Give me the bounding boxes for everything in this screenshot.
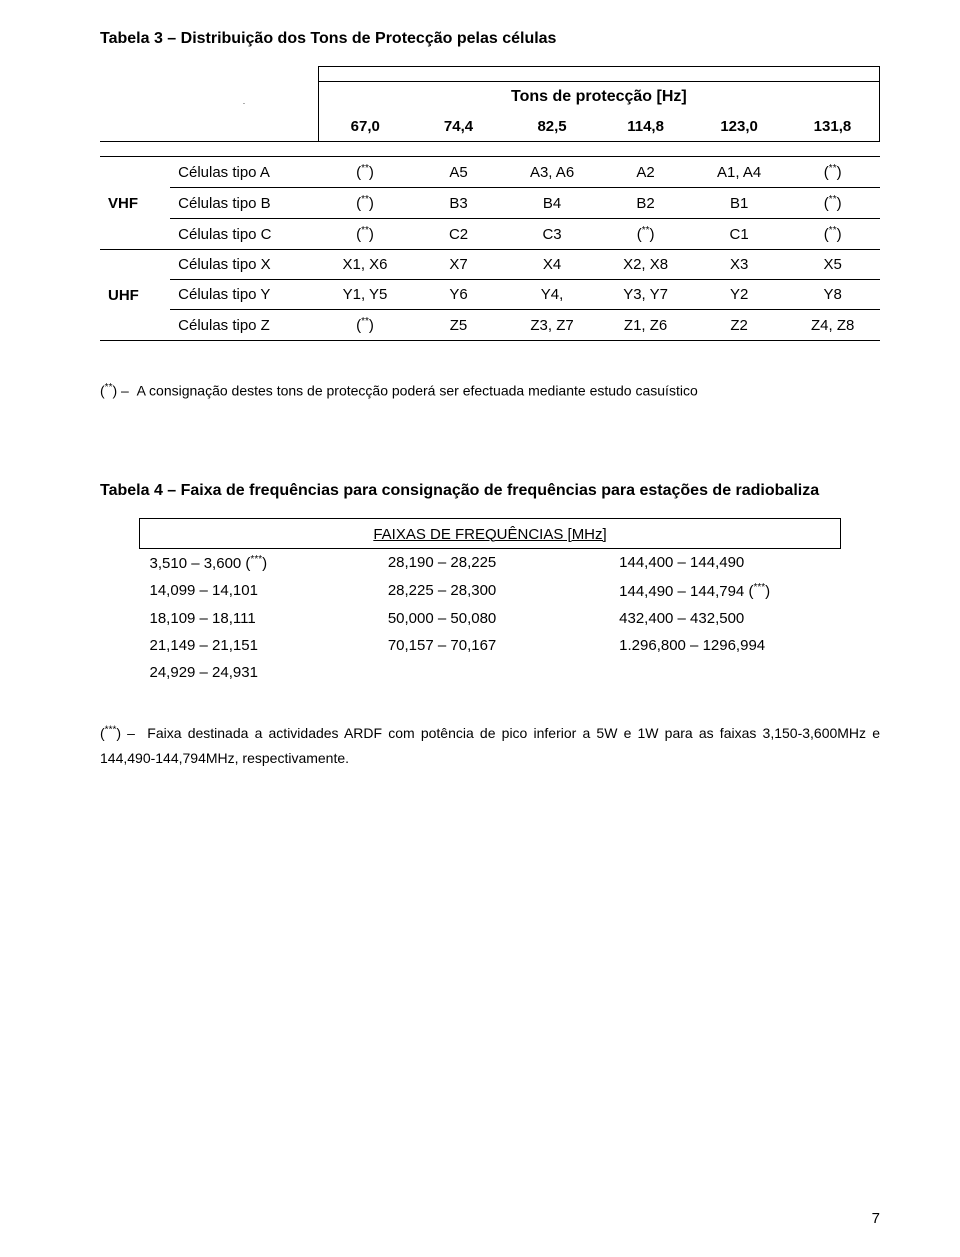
freq-cell: 21,149 – 21,151 xyxy=(140,632,378,659)
table3-footnote: (**) – A consignação destes tons de prot… xyxy=(100,380,880,402)
cell: (**) xyxy=(786,188,880,219)
freq-cell: 70,157 – 70,167 xyxy=(378,632,609,659)
freq-cell: 24,929 – 24,931 xyxy=(140,659,378,686)
freq-header-4: 123,0 xyxy=(692,112,786,142)
freq-cell: 144,400 – 144,490 xyxy=(609,548,840,577)
freq-header-3: 114,8 xyxy=(599,112,693,142)
row-label-4: Células tipo Y xyxy=(170,280,318,310)
table3-header-main: Tons de protecção [Hz] xyxy=(318,82,879,113)
cell: (**) xyxy=(599,219,693,250)
table3: . Tons de protecção [Hz] 67,0 74,4 82,5 … xyxy=(100,66,880,355)
cell: B1 xyxy=(692,188,786,219)
band-uhf: UHF xyxy=(100,250,170,341)
table4-footnote: (***) – Faixa destinada a actividades AR… xyxy=(100,721,880,771)
cell: X4 xyxy=(505,250,599,280)
cell: Y3, Y7 xyxy=(599,280,693,310)
freq-header-2: 82,5 xyxy=(505,112,599,142)
cell: Z4, Z8 xyxy=(786,310,880,341)
table4-header: FAIXAS DE FREQUÊNCIAS [MHz] xyxy=(140,521,841,549)
freq-cell: 3,510 – 3,600 (***) xyxy=(140,548,378,577)
table4-footnote-text: Faixa destinada a actividades ARDF com p… xyxy=(100,725,880,766)
cell: Z5 xyxy=(412,310,506,341)
freq-header-0: 67,0 xyxy=(318,112,412,142)
cell: Y8 xyxy=(786,280,880,310)
cell: Z3, Z7 xyxy=(505,310,599,341)
cell: (**) xyxy=(318,219,412,250)
cell: X3 xyxy=(692,250,786,280)
cell: Y1, Y5 xyxy=(318,280,412,310)
row-label-3: Células tipo X xyxy=(170,250,318,280)
cell: (**) xyxy=(318,310,412,341)
cell: X7 xyxy=(412,250,506,280)
row-label-2: Células tipo C xyxy=(170,219,318,250)
cell: (**) xyxy=(318,157,412,188)
table3-footnote-text: A consignação destes tons de protecção p… xyxy=(137,383,698,399)
cell: C2 xyxy=(412,219,506,250)
cell: A5 xyxy=(412,157,506,188)
page-number: 7 xyxy=(872,1210,880,1227)
cell: B4 xyxy=(505,188,599,219)
freq-header-5: 131,8 xyxy=(786,112,880,142)
freq-cell: 14,099 – 14,101 xyxy=(140,577,378,605)
freq-cell: 28,225 – 28,300 xyxy=(378,577,609,605)
freq-cell: 50,000 – 50,080 xyxy=(378,605,609,632)
cell: Z1, Z6 xyxy=(599,310,693,341)
cell: (**) xyxy=(786,157,880,188)
cell: C1 xyxy=(692,219,786,250)
freq-header-1: 74,4 xyxy=(412,112,506,142)
table3-title: Tabela 3 – Distribuição dos Tons de Prot… xyxy=(100,30,880,48)
cell: Y4, xyxy=(505,280,599,310)
cell: (**) xyxy=(786,219,880,250)
freq-cell: 28,190 – 28,225 xyxy=(378,548,609,577)
cell: (**) xyxy=(318,188,412,219)
cell: A1, A4 xyxy=(692,157,786,188)
cell: B3 xyxy=(412,188,506,219)
cell: X2, X8 xyxy=(599,250,693,280)
cell: A2 xyxy=(599,157,693,188)
cell: Y2 xyxy=(692,280,786,310)
cell: Y6 xyxy=(412,280,506,310)
table4: FAIXAS DE FREQUÊNCIAS [MHz] 3,510 – 3,60… xyxy=(139,518,841,686)
row-label-0: Células tipo A xyxy=(170,157,318,188)
cell: A3, A6 xyxy=(505,157,599,188)
freq-cell: 1.296,800 – 1296,994 xyxy=(609,632,840,659)
cell: Z2 xyxy=(692,310,786,341)
row-label-1: Células tipo B xyxy=(170,188,318,219)
cell: C3 xyxy=(505,219,599,250)
row-label-5: Células tipo Z xyxy=(170,310,318,341)
cell: X5 xyxy=(786,250,880,280)
band-vhf: VHF xyxy=(100,157,170,250)
freq-cell: 18,109 – 18,111 xyxy=(140,605,378,632)
freq-cell: 432,400 – 432,500 xyxy=(609,605,840,632)
table4-title: Tabela 4 – Faixa de frequências para con… xyxy=(100,482,880,500)
page: Tabela 3 – Distribuição dos Tons de Prot… xyxy=(0,0,960,1257)
freq-cell: 144,490 – 144,794 (***) xyxy=(609,577,840,605)
cell: X1, X6 xyxy=(318,250,412,280)
cell: B2 xyxy=(599,188,693,219)
